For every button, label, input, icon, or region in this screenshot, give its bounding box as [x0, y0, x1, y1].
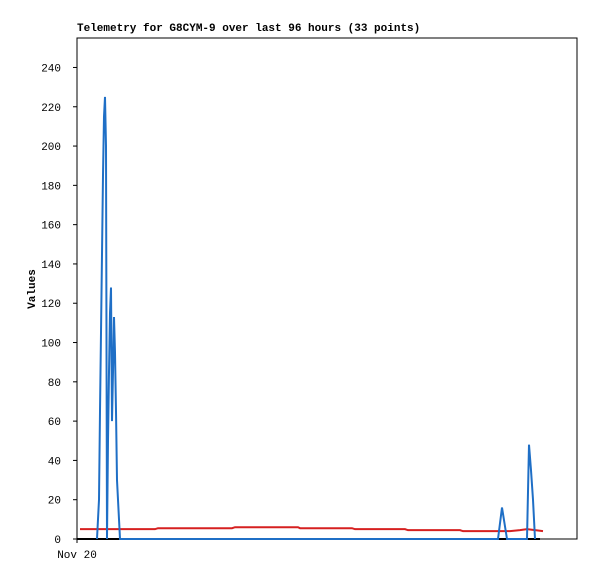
y-tick-label: 220	[41, 103, 61, 115]
y-tick-label: 160	[41, 221, 61, 233]
y-tick-label: 80	[48, 378, 61, 390]
y-tick-label: 120	[41, 299, 61, 311]
y-tick-label: 180	[41, 181, 61, 193]
y-axis-label: Values	[27, 269, 39, 309]
series-line	[80, 526, 544, 533]
y-tick-label: 240	[41, 63, 61, 75]
chart-title: Telemetry for G8CYM-9 over last 96 hours…	[77, 23, 420, 35]
y-tick-label: 60	[48, 417, 61, 429]
y-tick-label: 200	[41, 142, 61, 154]
plot-frame	[76, 37, 578, 540]
y-tick-label: 40	[48, 456, 61, 468]
x-tick-label: Nov 20	[57, 550, 97, 562]
y-tick-label: 20	[48, 496, 61, 508]
y-tick-label: 140	[41, 260, 61, 272]
y-tick-label: 0	[54, 535, 61, 547]
y-tick-label: 100	[41, 339, 61, 351]
series-line	[96, 96, 536, 540]
